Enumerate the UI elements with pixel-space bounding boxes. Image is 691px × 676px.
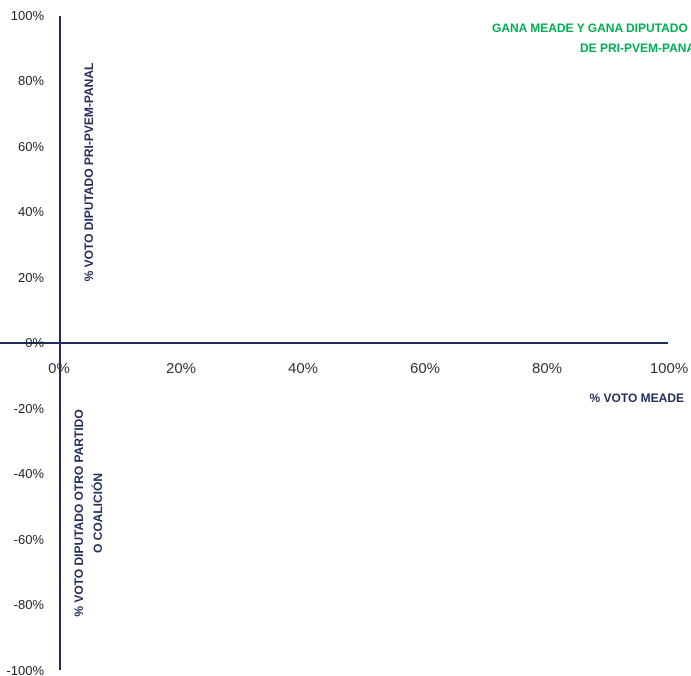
y-tick-label: 100% [11, 8, 45, 23]
y-tick-label: -100% [6, 663, 44, 676]
quadrant-label-line1: GANA MEADE Y GANA DIPUTADO [492, 21, 688, 35]
y-tick-label: 40% [18, 204, 44, 219]
y-tick-label: 80% [18, 73, 44, 88]
x-tick-label: 20% [166, 360, 196, 377]
x-tick-label: 0% [48, 360, 70, 377]
y-tick-label: -20% [14, 401, 45, 416]
y-tick-label: 20% [18, 270, 44, 285]
y-axis-title-negative-line2: O COALICIÓN [90, 473, 105, 553]
x-axis-title: % VOTO MEADE [590, 391, 684, 405]
y-tick-label: 60% [18, 139, 44, 154]
x-tick-labels: 0% 20% 40% 60% 80% 100% [48, 360, 688, 377]
y-tick-label: -80% [14, 597, 45, 612]
y-tick-label: -60% [14, 532, 45, 547]
x-tick-label: 100% [650, 360, 688, 377]
y-axis-title-negative-line1: % VOTO DIPUTADO OTRO PARTIDO [72, 409, 86, 616]
y-tick-label: 0% [25, 335, 44, 350]
y-tick-labels: 100% 80% 60% 40% 20% 0% -20% -40% -60% -… [6, 8, 44, 676]
x-tick-label: 60% [410, 360, 440, 377]
y-tick-label: -40% [14, 466, 45, 481]
y-axis-title-positive: % VOTO DIPUTADO PRI-PVEM-PANAL [82, 63, 96, 282]
x-tick-label: 80% [532, 360, 562, 377]
quadrant-label-line2: DE PRI-PVEM-PANAL [580, 41, 691, 55]
x-tick-label: 40% [288, 360, 318, 377]
